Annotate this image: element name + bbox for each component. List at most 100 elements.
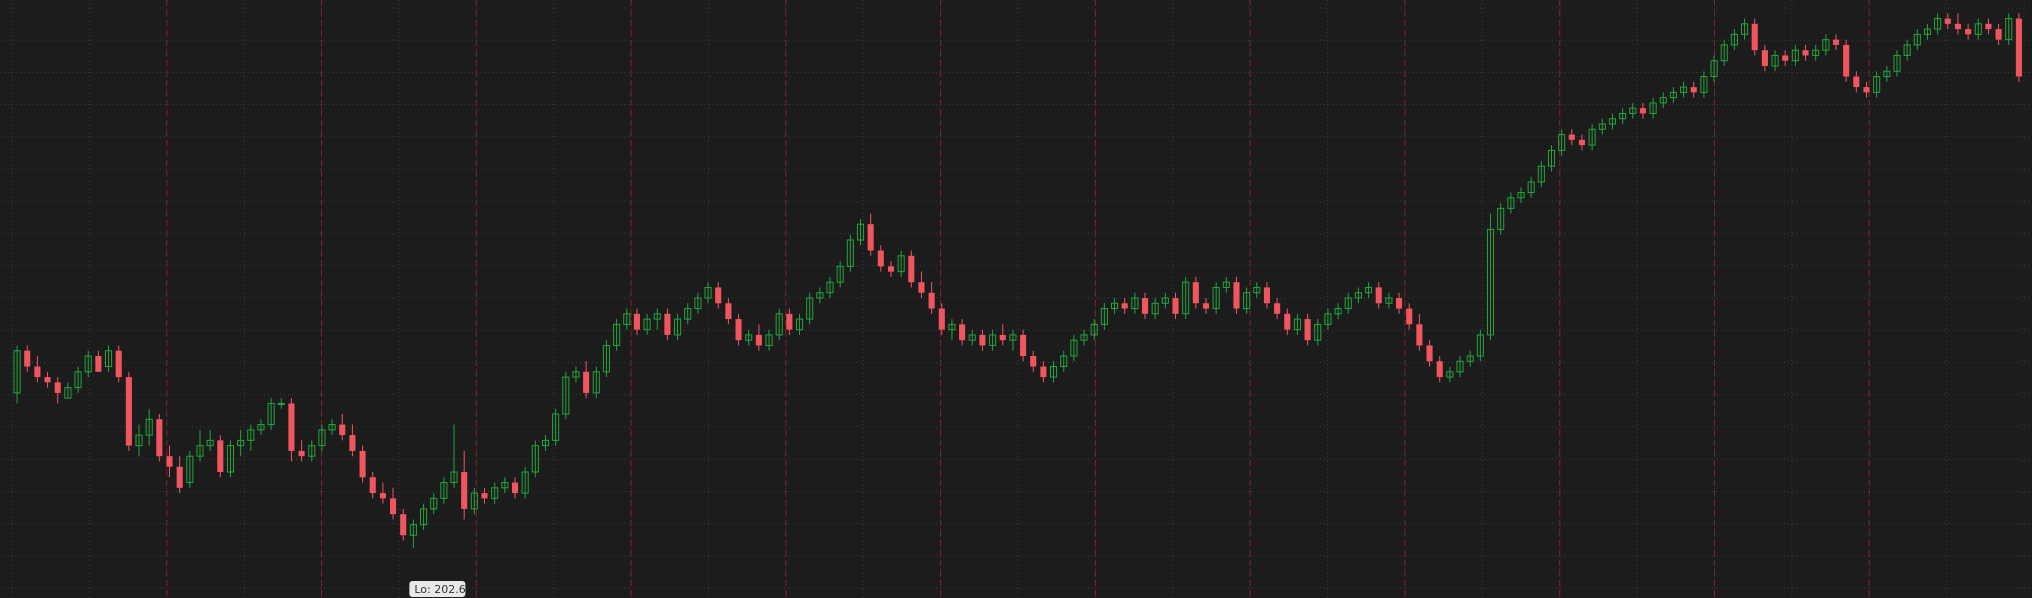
candle[interactable]	[135, 424, 143, 457]
candle[interactable]	[765, 329, 773, 351]
candle[interactable]	[541, 435, 550, 451]
candle[interactable]	[339, 414, 346, 441]
candle[interactable]	[664, 308, 671, 341]
candle[interactable]	[643, 313, 651, 335]
candle[interactable]	[1375, 282, 1382, 309]
candle[interactable]	[1537, 160, 1545, 188]
candle[interactable]	[1293, 313, 1301, 335]
candle[interactable]	[1182, 276, 1190, 320]
candle[interactable]	[1782, 50, 1789, 66]
candle[interactable]	[867, 213, 874, 256]
candle[interactable]	[176, 456, 183, 494]
candle[interactable]	[1212, 282, 1220, 314]
candle[interactable]	[349, 424, 356, 457]
candle[interactable]	[1222, 276, 1230, 293]
candle[interactable]	[1040, 361, 1047, 383]
candle[interactable]	[948, 319, 956, 341]
candle[interactable]	[196, 429, 204, 462]
candle[interactable]	[959, 319, 966, 346]
candle[interactable]	[1730, 29, 1738, 51]
candle[interactable]	[390, 487, 397, 520]
candle[interactable]	[24, 345, 31, 372]
candle[interactable]	[908, 250, 915, 288]
candle[interactable]	[1588, 124, 1596, 151]
candle[interactable]	[186, 450, 194, 488]
candle[interactable]	[125, 371, 132, 451]
candle[interactable]	[1598, 118, 1606, 135]
candle[interactable]	[1396, 292, 1403, 314]
candle[interactable]	[562, 371, 570, 420]
candle[interactable]	[1893, 50, 1901, 77]
candle[interactable]	[1100, 303, 1108, 330]
candle[interactable]	[1090, 319, 1098, 341]
candle[interactable]	[359, 445, 366, 483]
candle[interactable]	[1843, 39, 1850, 82]
candle[interactable]	[1568, 129, 1575, 146]
candle[interactable]	[257, 419, 265, 436]
candle[interactable]	[1466, 350, 1474, 367]
candle[interactable]	[1771, 50, 1779, 72]
candle[interactable]	[1354, 287, 1362, 304]
candle[interactable]	[1141, 292, 1149, 320]
candle[interactable]	[704, 282, 712, 304]
candle[interactable]	[1284, 308, 1291, 335]
candle[interactable]	[1853, 71, 1860, 93]
candle[interactable]	[897, 250, 905, 277]
candle[interactable]	[1365, 282, 1373, 298]
candle[interactable]	[206, 429, 214, 451]
candle[interactable]	[1690, 81, 1697, 98]
candle[interactable]	[13, 345, 21, 404]
candle[interactable]	[1274, 298, 1281, 320]
candle[interactable]	[755, 324, 762, 351]
candle[interactable]	[1070, 334, 1078, 362]
candle[interactable]	[786, 308, 793, 335]
candle[interactable]	[633, 308, 640, 335]
candle[interactable]	[979, 329, 986, 351]
candle[interactable]	[623, 308, 631, 330]
candle[interactable]	[491, 482, 499, 504]
candle[interactable]	[928, 282, 935, 314]
candle[interactable]	[1253, 282, 1261, 298]
candle[interactable]	[613, 319, 621, 351]
candle[interactable]	[816, 287, 824, 304]
candle[interactable]	[1172, 292, 1179, 320]
candle[interactable]	[1151, 298, 1159, 320]
candle[interactable]	[1934, 13, 1942, 35]
candle[interactable]	[1913, 29, 1921, 51]
candle[interactable]	[1751, 18, 1758, 56]
candle[interactable]	[1426, 340, 1433, 367]
candle[interactable]	[674, 313, 682, 341]
candle[interactable]	[1649, 97, 1657, 119]
candle[interactable]	[54, 377, 61, 404]
candle[interactable]	[1446, 366, 1454, 383]
candle[interactable]	[145, 408, 153, 446]
candle[interactable]	[2015, 13, 2022, 82]
candle[interactable]	[1020, 329, 1027, 362]
candle[interactable]	[501, 477, 509, 494]
candle[interactable]	[1965, 23, 1972, 40]
candle[interactable]	[267, 398, 275, 430]
candle[interactable]	[531, 440, 539, 478]
candle[interactable]	[1832, 34, 1840, 51]
candle[interactable]	[1700, 71, 1708, 98]
candle[interactable]	[1720, 39, 1728, 66]
candle[interactable]	[806, 292, 814, 325]
candle[interactable]	[115, 345, 122, 383]
candle[interactable]	[419, 503, 428, 530]
candle[interactable]	[1161, 292, 1169, 309]
candle[interactable]	[572, 366, 580, 383]
candle[interactable]	[989, 329, 997, 351]
candle[interactable]	[846, 234, 854, 272]
candle[interactable]	[1080, 329, 1088, 346]
candle[interactable]	[1995, 23, 2002, 45]
candle[interactable]	[1406, 303, 1413, 330]
candle[interactable]	[166, 445, 173, 478]
candle[interactable]	[511, 477, 519, 499]
candle[interactable]	[856, 218, 865, 246]
candle[interactable]	[1710, 55, 1718, 82]
candle[interactable]	[1578, 134, 1586, 151]
candle[interactable]	[1680, 81, 1688, 98]
candle[interactable]	[1954, 13, 1961, 35]
candle[interactable]	[1314, 319, 1322, 346]
candle[interactable]	[725, 298, 732, 325]
